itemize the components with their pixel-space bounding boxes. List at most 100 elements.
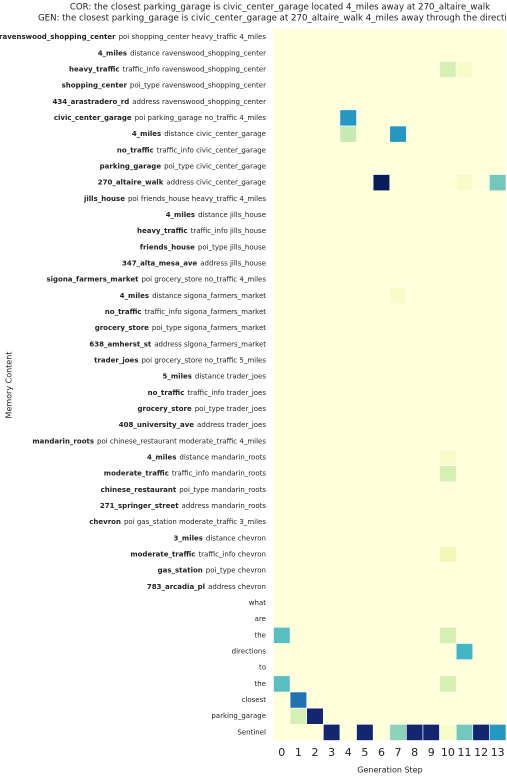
heat-cell [273,724,291,741]
heat-cell [339,255,357,272]
heat-cell [290,546,307,563]
row-text: parking_garage [211,712,266,720]
heat-cell [472,352,490,369]
heat-cell [406,320,423,337]
heat-cell [306,400,324,418]
heat-cell [339,45,357,62]
heat-cell [356,206,374,224]
heat-cell [356,627,374,644]
heat-cell [306,578,324,595]
heat-cell [439,190,457,207]
heat-cell [290,93,307,110]
heat-cell [406,675,423,692]
heat-cell [389,77,407,94]
heat-cell [422,449,440,466]
heat-cell [489,190,506,207]
row-key: parking_garage [100,162,162,170]
row-key: ravenswood_shopping_center [0,33,116,41]
heat-cell [472,578,490,595]
heat-cell [323,384,340,401]
row-rest: poi grocery_store no_traffic 4_miles [141,276,266,284]
row-key: 4_miles [147,454,176,462]
heat-cell [439,530,457,547]
heat-cell [290,562,307,579]
row-label: sigona_farmers_market poi grocery_store n… [46,276,266,284]
heat-cell [356,514,374,531]
heat-cell [406,724,424,741]
heat-cell [489,287,506,304]
heat-cell [273,562,291,579]
heat-cell [273,643,291,660]
heat-cell [422,61,440,78]
heat-cell [472,29,490,46]
row-key: gas_station [158,567,203,575]
heat-cell [472,514,490,531]
heat-cell [290,627,307,644]
heat-cell [273,659,291,676]
heat-cell [373,578,390,595]
heat-cell [456,465,473,482]
row-rest: traffic_info chevron [198,551,266,559]
row-label: moderate_traffic traffic_info mandarin_ro… [104,470,267,478]
heat-cell [472,126,490,143]
row-label: 271_springer_street address mandarin_root… [100,502,266,510]
heat-cell [323,352,340,369]
row-rest: address chevron [208,583,266,591]
heat-cell [422,352,440,369]
heat-cell [472,708,490,725]
heat-cell [339,239,357,256]
row-key: friends_house [140,243,195,251]
heat-cell [356,675,374,692]
heat-cell [289,707,308,725]
heat-cell [306,190,324,207]
heat-cell [439,126,457,143]
heat-cell [439,481,457,498]
heat-cell [489,659,506,676]
heat-cell [339,465,357,482]
heat-cell [472,675,490,692]
row-label: trader_joes poi grocery_store no_traffic … [94,356,266,364]
heat-cell [489,708,506,725]
heat-cell [373,61,390,78]
heat-cell [273,93,291,110]
heat-cell [290,239,307,256]
heat-cell [489,400,506,418]
heat-cell [456,287,473,304]
heat-cell [356,497,374,515]
heat-cell [389,336,407,353]
heat-cell [273,417,291,434]
heat-cell [323,303,340,321]
heat-cell [456,45,473,62]
row-key: 3_miles [174,534,203,542]
heat-cell [323,142,340,159]
row-key: jills_house [83,195,125,203]
heat-cell [290,449,307,466]
heat-cell [273,303,291,321]
heat-cell [439,271,457,288]
heat-cell [373,594,390,612]
heat-cell [373,303,390,321]
heat-cell [290,611,307,628]
row-key: 5_miles [163,373,192,381]
heat-cell [472,303,490,321]
heat-cell [356,724,374,741]
heat-cell [489,368,506,385]
heat-cell [455,724,474,741]
heat-cell [422,368,440,385]
row-rest: distance mandarin_roots [179,454,266,462]
row-label: 638_amherst_st address sigona_farmers_mar… [89,340,266,348]
heat-cell [456,206,473,224]
heat-cell [339,627,357,644]
heat-cell [389,368,407,385]
heat-cell [406,271,423,288]
heat-cell [339,303,357,321]
heat-cell [472,562,490,579]
heat-cell [356,158,374,175]
heat-cell [356,708,374,725]
heat-cell [339,594,357,612]
row-label: no_traffic traffic_info trader_joes [148,389,267,397]
heat-cell [323,659,340,676]
heat-cell [339,190,357,207]
heat-cell [489,530,506,547]
heat-cell [389,724,407,741]
